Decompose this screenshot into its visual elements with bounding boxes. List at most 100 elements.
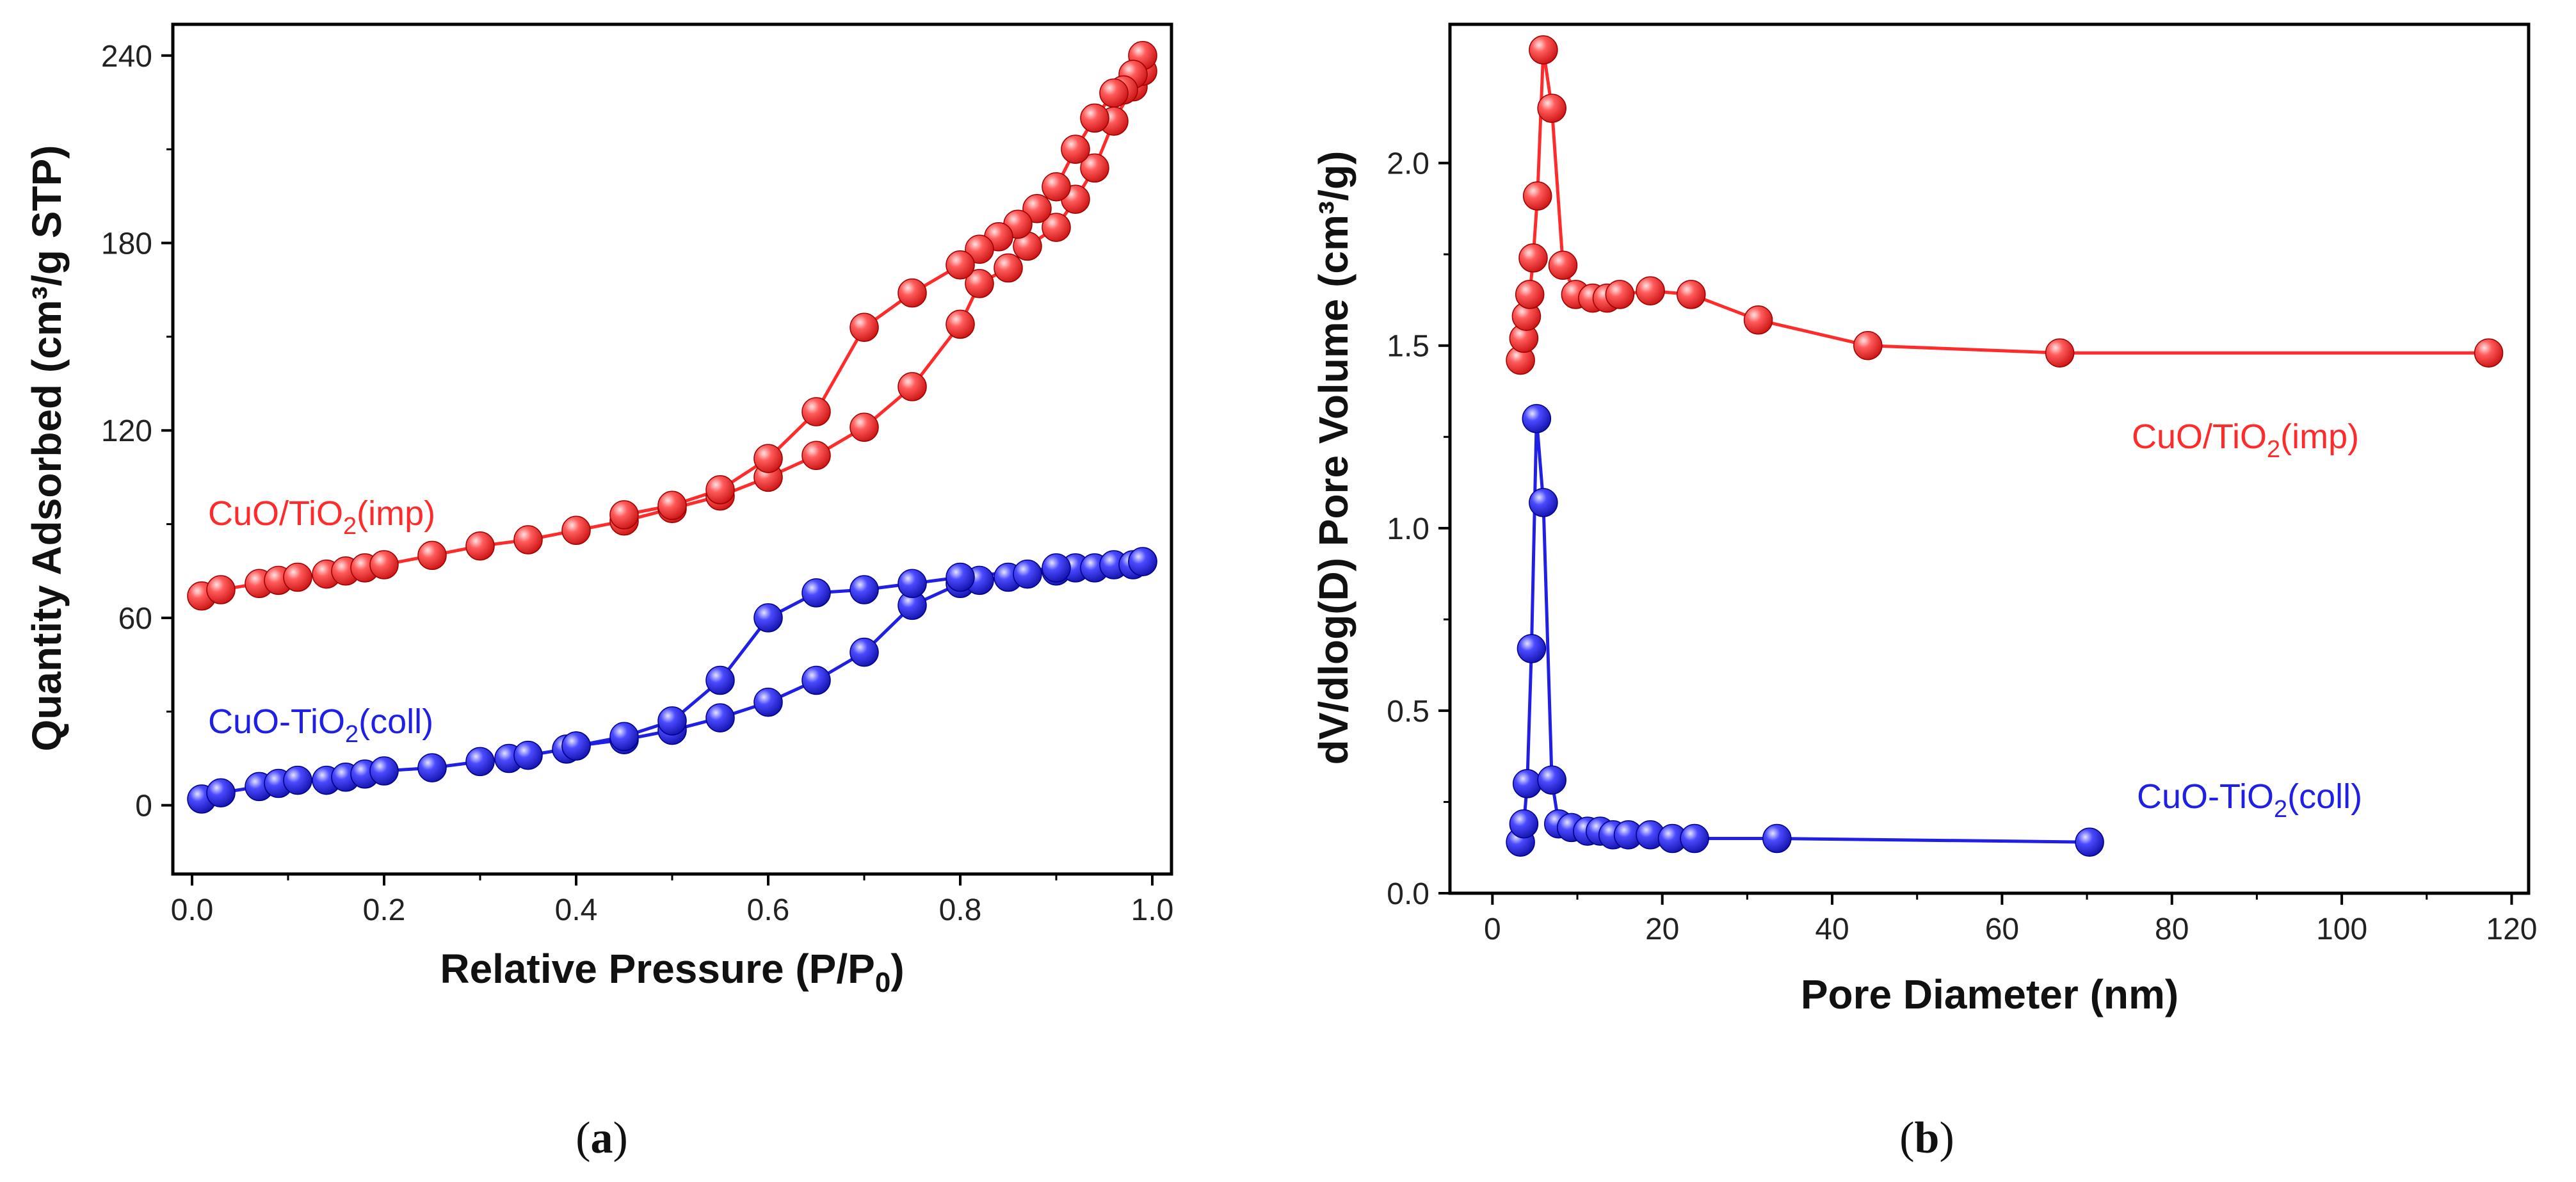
- panel-a-imp-adsorption-point: [369, 550, 399, 579]
- panel-a-imp-desorption-point: [898, 278, 927, 308]
- panel-b-y-tick-label: 1.0: [1387, 512, 1429, 546]
- panel-a-coll-adsorption-point: [1013, 559, 1042, 589]
- panel-b-pore-distribution: 0 20 40 60 80 100 120 0.0 0.5 1.0 1.5 2.0 Pore Dia…: [1310, 22, 2538, 1163]
- panel-a-y-axis-label: Quantity Adsorbed (cm³/g STP): [24, 145, 70, 752]
- panel-a-imp-adsorption-point: [513, 525, 543, 555]
- panel-a-imp-adsorption-point: [898, 372, 927, 401]
- panel-b-coll-curve-point: [1522, 404, 1552, 433]
- panel-a-imp-desorption-point: [1022, 194, 1052, 223]
- panel-a-x-tick-label: 0.6: [747, 893, 790, 927]
- panel-a-x-ticks: 0.0 0.2 0.4 0.6 0.8 1.0: [171, 874, 1173, 927]
- panel-a-coll-desorption-point: [609, 722, 639, 752]
- panel-b-coll-curve-point: [1529, 488, 1558, 517]
- panel-b-data-marks: [1506, 35, 2504, 857]
- panel-b-imp-curve-point: [1853, 330, 1883, 360]
- panel-a-imp-adsorption-point: [561, 515, 591, 546]
- panel-b-subfigure-label: (b): [1899, 1113, 1954, 1163]
- panel-b-y-tick-label: 1.5: [1387, 330, 1429, 364]
- panel-a-imp-desorption-point: [1061, 134, 1090, 164]
- panel-a-x-tick-label: 0.2: [363, 893, 406, 927]
- panel-b-imp-curve-point: [1605, 280, 1635, 309]
- panel-a-x-tick-label: 0.0: [171, 893, 214, 927]
- panel-b-x-tick-label: 100: [2316, 912, 2367, 946]
- panel-b-y-tick-label: 0.0: [1387, 877, 1429, 911]
- panel-a-imp-desorption-line: [624, 54, 1145, 517]
- panel-b-imp-curve-point: [1548, 250, 1578, 280]
- panel-b-x-tick-label: 120: [2486, 912, 2537, 946]
- panel-a-x-axis-label: Relative Pressure (P/P0): [440, 946, 904, 998]
- panel-a-coll-adsorption-point: [753, 687, 783, 717]
- panel-b-x-ticks: 0 20 40 60 80 100 120: [1484, 893, 2538, 946]
- panel-b-legend-coll: CuO-TiO2(coll): [2137, 777, 2362, 823]
- panel-a-imp-desorption-point: [609, 500, 639, 530]
- panel-a-imp-adsorption-point: [849, 412, 879, 442]
- panel-b-x-axis-label: Pore Diameter (nm): [1801, 971, 2178, 1017]
- panel-a-imp-adsorption-point: [965, 269, 994, 298]
- panel-b-coll-curve-point: [1517, 634, 1547, 663]
- panel-a-y-tick-label: 180: [101, 227, 152, 261]
- panel-a-legend-coll: CuO-TiO2(coll): [208, 702, 433, 748]
- panel-b-imp-curve-point: [1537, 93, 1566, 123]
- panel-a-plot-frame: [171, 22, 1173, 876]
- panel-b-imp-curve-point: [1743, 305, 1773, 335]
- panel-a-legend-imp: CuO/TiO2(imp): [208, 494, 435, 540]
- panel-a-imp-desorption-point: [1080, 103, 1109, 133]
- panel-a-x-tick-label: 0.4: [555, 893, 598, 927]
- panel-a-coll-desorption-point: [657, 706, 687, 736]
- panel-b-imp-curve-line: [1518, 48, 2489, 360]
- panel-a-coll-desorption-point: [561, 731, 591, 761]
- panel-b-coll-curve-point: [1537, 765, 1566, 795]
- panel-a-imp-adsorption-point: [206, 575, 236, 604]
- panel-b-y-axis-label: dV/dlog(D) Pore Volume (cm³/g): [1310, 151, 1356, 765]
- panel-a-coll-desorption-point: [801, 578, 831, 608]
- panel-b-plot-frame: [1448, 22, 2531, 895]
- panel-a-imp-desorption-point: [1099, 78, 1129, 108]
- panel-a-isotherm: 0.0 0.2 0.4 0.6 0.8 1.0 0 60 120 180 240 Relative…: [24, 22, 1173, 1163]
- panel-b-coll-curve-point: [1762, 823, 1792, 854]
- panel-a-y-tick-label: 60: [118, 602, 152, 636]
- panel-b-x-tick-label: 40: [1815, 912, 1849, 946]
- panel-a-y-tick-label: 240: [101, 40, 152, 74]
- panel-a-coll-desorption-point: [1128, 547, 1157, 576]
- panel-a-coll-adsorption-point: [206, 778, 236, 807]
- panel-b-y-ticks: 0.0 0.5 1.0 1.5 2.0: [1387, 147, 1450, 911]
- panel-a-coll-adsorption-point: [513, 740, 543, 770]
- panel-b-x-tick-label: 80: [2155, 912, 2189, 946]
- panel-a-y-ticks: 0 60 120 180 240: [101, 40, 173, 823]
- panel-b-x-tick-label: 60: [1985, 912, 2019, 946]
- panel-b-x-tick-label: 20: [1645, 912, 1679, 946]
- panel-a-imp-desorption-point: [965, 234, 994, 264]
- panel-b-coll-curve-point: [2075, 827, 2104, 857]
- panel-a-coll-desorption-point: [898, 569, 927, 599]
- panel-a-coll-desorption-point: [705, 665, 735, 695]
- panel-b-coll-curve-point: [1680, 823, 1709, 854]
- panel-b-imp-curve-point: [1522, 181, 1552, 211]
- panel-b-y-tick-label: 2.0: [1387, 147, 1429, 181]
- panel-a-coll-adsorption-point: [283, 765, 312, 795]
- panel-a-coll-desorption-point: [849, 575, 879, 604]
- panel-a-coll-desorption-point: [1042, 553, 1071, 583]
- panel-a-data-marks: [187, 41, 1157, 814]
- panel-b-imp-curve-point: [2474, 338, 2504, 368]
- panel-b-imp-curve-point: [1518, 243, 1548, 273]
- panel-a-coll-adsorption-point: [369, 756, 399, 786]
- panel-b-imp-curve-point: [1515, 280, 1545, 309]
- panel-a-imp-adsorption-point: [1042, 213, 1071, 242]
- panel-a-coll-adsorption-point: [417, 753, 447, 782]
- panel-b-imp-curve-point: [1529, 35, 1558, 65]
- panel-a-imp-adsorption-point: [946, 309, 975, 339]
- panel-b-imp-curve-point: [2045, 338, 2075, 368]
- panel-a-coll-desorption-point: [946, 562, 975, 592]
- panel-a-imp-desorption-point: [1042, 172, 1071, 202]
- panel-a-imp-adsorption-point: [465, 531, 495, 561]
- panel-a-coll-adsorption-point: [705, 703, 735, 733]
- panel-a-imp-desorption-point: [657, 490, 687, 521]
- panel-b-coll-curve-point: [1509, 809, 1539, 839]
- panel-b-y-tick-label: 0.5: [1387, 695, 1429, 729]
- panel-a-imp-desorption-point: [801, 397, 831, 426]
- panel-b-x-tick-label: 0: [1484, 912, 1501, 946]
- panel-b-imp-curve-point: [1677, 280, 1706, 309]
- panel-b-legend-imp: CuO/TiO2(imp): [2132, 417, 2359, 463]
- panel-a-subfigure-label: (a): [576, 1113, 628, 1163]
